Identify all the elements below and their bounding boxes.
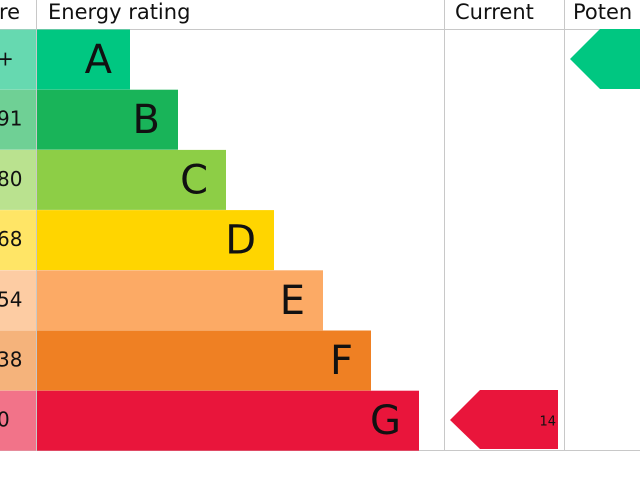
band-bar xyxy=(37,29,130,90)
score-label: 68 xyxy=(0,227,22,251)
current-header: Current xyxy=(455,0,534,24)
score-label: 80 xyxy=(0,167,22,191)
band-bar xyxy=(37,390,419,451)
score-cell xyxy=(0,270,36,331)
score-label: 0 xyxy=(0,408,10,432)
band-bar xyxy=(37,330,371,391)
score-label: + xyxy=(0,47,14,71)
score-cell xyxy=(0,89,36,150)
band-letter: D xyxy=(225,218,256,264)
current-value: 14 xyxy=(539,415,556,430)
band-letter: A xyxy=(85,37,113,83)
score-label: 38 xyxy=(0,348,22,372)
band-letter: E xyxy=(280,278,305,324)
potential-arrow xyxy=(570,29,640,89)
score-label: 54 xyxy=(0,287,22,311)
score-label: 91 xyxy=(0,107,22,131)
band-letter: F xyxy=(330,338,353,384)
band-letter: C xyxy=(180,157,208,203)
score-cell xyxy=(0,29,36,90)
band-bar xyxy=(37,149,226,210)
score-header: re xyxy=(0,0,20,24)
score-cell xyxy=(0,330,36,391)
score-cell xyxy=(0,210,36,271)
current-arrow xyxy=(450,390,558,449)
rating-header: Energy rating xyxy=(48,0,190,24)
score-cell xyxy=(0,149,36,210)
band-bar xyxy=(37,210,274,271)
band-bar xyxy=(37,89,178,150)
band-bar xyxy=(37,270,323,331)
rows: + A 91 B 80 C 68 D 54 E 38 F 0 G xyxy=(0,29,419,451)
band-letter: G xyxy=(370,398,401,444)
score-cell xyxy=(0,390,36,451)
potential-header: Poten xyxy=(573,0,632,24)
band-letter: B xyxy=(133,97,160,143)
